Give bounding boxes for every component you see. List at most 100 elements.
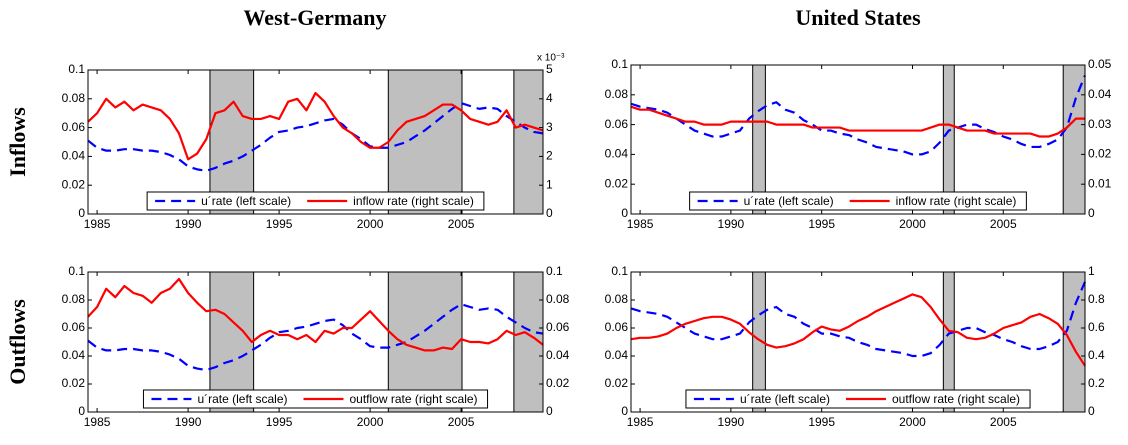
series-line: [630, 293, 1086, 367]
legend-label: u´rate (left scale): [740, 392, 830, 406]
y2-tick-label: 0.03: [1088, 117, 1112, 131]
y-tick-label: 0.02: [62, 376, 86, 390]
series-line: [630, 105, 1085, 138]
y2-tick-label: 0.05: [1088, 57, 1112, 71]
y-tick-label: 0.04: [605, 348, 629, 362]
y-tick-label: 0.1: [611, 57, 628, 71]
y2-tick-label: 0.04: [1088, 87, 1112, 101]
y2-tick-label: 0.04: [546, 348, 570, 362]
x-tick-label: 1985: [627, 217, 654, 231]
y-tick-label: 0.02: [605, 176, 629, 190]
legend: u´rate (left scale) outflow rate (right s…: [142, 389, 489, 409]
y-tick-label: 0.08: [62, 91, 86, 105]
x-tick-label: 2000: [357, 217, 384, 231]
y2-tick-label: 0.02: [1088, 147, 1112, 161]
y2-tick-label: 0.6: [1088, 320, 1105, 334]
shaded-period: [1062, 64, 1086, 215]
legend: u´rate (left scale) inflow rate (right sc…: [146, 191, 485, 211]
y-tick-label: 0.1: [68, 264, 85, 278]
series-line: [87, 303, 544, 372]
plot-frame: [87, 271, 544, 413]
x-tick-label: 1985: [84, 217, 111, 231]
x-tick-label: 2005: [448, 217, 475, 231]
shaded-period: [209, 69, 255, 215]
x-tick-label: 2000: [357, 415, 384, 429]
series-line: [87, 102, 544, 172]
y2-tick-label: 5: [546, 62, 553, 76]
x-tick-label: 1990: [175, 415, 202, 429]
y-tick-label: 0.02: [605, 376, 629, 390]
x-tick-label: 2000: [899, 415, 926, 429]
series-line: [630, 281, 1087, 358]
y-tick-label: 0.04: [62, 348, 86, 362]
y2-tick-label: 0.06: [546, 320, 570, 334]
y2-tick-label: 1: [1088, 264, 1095, 278]
y-tick-label: 0.04: [605, 147, 629, 161]
y2-tick-label: 4: [546, 91, 553, 105]
x-tick-label: 1990: [175, 217, 202, 231]
y-tick-label: 0: [78, 404, 85, 418]
x-tick-label: 1990: [718, 217, 745, 231]
x-tick-label: 2005: [990, 217, 1017, 231]
y2-tick-label: 0.01: [1088, 176, 1112, 190]
legend: u´rate (left scale) inflow rate (right sc…: [689, 191, 1027, 211]
y2-tick-label: 2: [546, 149, 553, 163]
legend-label: outflow rate (right scale): [892, 392, 1020, 406]
y-tick-label: 0.08: [605, 292, 629, 306]
row-title: Inflows: [5, 107, 30, 177]
shaded-period: [1062, 271, 1086, 413]
y2-tick-label: 1: [546, 177, 553, 191]
series-line: [87, 277, 544, 352]
row-title: Outflows: [5, 299, 30, 385]
y-tick-label: 0.1: [611, 264, 628, 278]
x-tick-label: 1995: [808, 217, 835, 231]
panel: 0 0.02 0.04 0.06 0.08 0.1 0 1 2 3 4 5x 10⁻³ 1985 1990…: [62, 53, 566, 232]
plot-frame: [630, 271, 1086, 413]
y-tick-label: 0.08: [62, 292, 86, 306]
series-line: [630, 75, 1087, 156]
y2-tick-label: 0.02: [546, 376, 570, 390]
y-tick-label: 0: [621, 404, 628, 418]
y2-tick-label: 0.4: [1088, 348, 1105, 362]
y2-tick-label: 0.8: [1088, 292, 1105, 306]
x-tick-label: 2000: [899, 217, 926, 231]
y-tick-label: 0.1: [68, 62, 85, 76]
y2-tick-label: 0: [1088, 206, 1095, 220]
x-tick-label: 1990: [718, 415, 745, 429]
column-title: United States: [795, 5, 921, 30]
x-tick-label: 1985: [84, 415, 111, 429]
x-tick-label: 1995: [808, 415, 835, 429]
y-tick-label: 0.06: [62, 120, 86, 134]
legend-label: u´rate (left scale): [197, 392, 287, 406]
y-tick-label: 0.06: [605, 320, 629, 334]
x-tick-label: 2005: [448, 415, 475, 429]
column-title: West-Germany: [244, 5, 387, 30]
legend-label: inflow rate (right scale): [353, 194, 474, 208]
panel: 0 0.02 0.04 0.06 0.08 0.1 0 0.01 0.02 0.03 0.04 0.0…: [605, 57, 1112, 231]
x-tick-label: 2005: [990, 415, 1017, 429]
legend-label: inflow rate (right scale): [896, 194, 1017, 208]
series-line: [87, 91, 544, 161]
y-tick-label: 0.02: [62, 177, 86, 191]
plot-frame: [87, 69, 544, 215]
y2-tick-label: 0: [546, 404, 553, 418]
plot-frame: [630, 64, 1086, 215]
y-tick-label: 0: [621, 206, 628, 220]
y2-tick-label: 0.08: [546, 292, 570, 306]
y2-tick-label: 0: [546, 206, 553, 220]
y-tick-label: 0.06: [605, 117, 629, 131]
legend-label: u´rate (left scale): [744, 194, 834, 208]
legend: u´rate (left scale) outflow rate (right s…: [685, 389, 1031, 409]
y2-tick-label: 0.1: [546, 264, 563, 278]
legend-label: u´rate (left scale): [201, 194, 291, 208]
x-tick-label: 1995: [266, 415, 293, 429]
x-tick-label: 1995: [266, 217, 293, 231]
legend-label: outflow rate (right scale): [349, 392, 477, 406]
panel: 0 0.02 0.04 0.06 0.08 0.1 0 0.02 0.04 0.06 0.08 0.1…: [62, 264, 570, 429]
y-tick-label: 0: [78, 206, 85, 220]
y-tick-label: 0.08: [605, 87, 629, 101]
y-tick-label: 0.04: [62, 149, 86, 163]
shaded-period: [513, 69, 544, 215]
x-tick-label: 1985: [627, 415, 654, 429]
